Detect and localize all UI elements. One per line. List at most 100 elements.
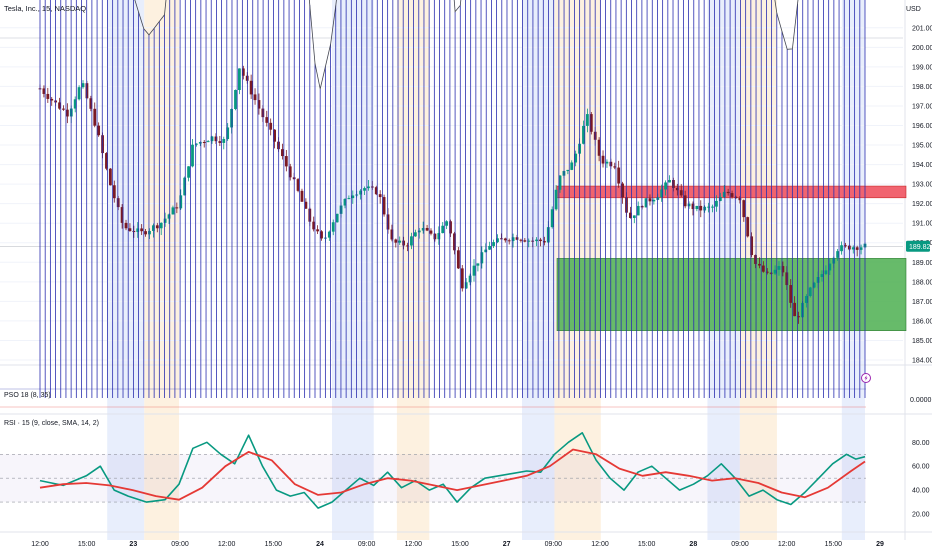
candle-body[interactable] — [554, 189, 558, 210]
candle-body[interactable] — [613, 166, 617, 168]
candle-body[interactable] — [840, 245, 843, 252]
candle-body[interactable] — [234, 90, 237, 109]
candle-body[interactable] — [394, 239, 398, 243]
candle-body[interactable] — [65, 109, 69, 117]
rsi-legend[interactable]: RSI · 15 (9, close, SMA, 14, 2) — [4, 420, 99, 427]
candle-body[interactable] — [804, 296, 808, 303]
candle-body[interactable] — [187, 166, 190, 178]
candle-body[interactable] — [699, 205, 703, 211]
candle-body[interactable] — [269, 122, 273, 130]
candle-body[interactable] — [167, 214, 171, 219]
candle-body[interactable] — [163, 218, 167, 223]
candle-body[interactable] — [711, 206, 714, 208]
candle-body[interactable] — [550, 209, 554, 228]
candle-body[interactable] — [691, 203, 695, 210]
candle-body[interactable] — [582, 125, 585, 144]
lightning-alert-icon[interactable] — [861, 373, 871, 383]
candle-body[interactable] — [675, 187, 679, 191]
candle-body[interactable] — [284, 156, 288, 167]
candle-body[interactable] — [81, 83, 85, 88]
candle-body[interactable] — [812, 282, 816, 288]
candle-body[interactable] — [629, 212, 632, 218]
candle-body[interactable] — [331, 222, 335, 232]
candle-body[interactable] — [425, 228, 429, 231]
candle-body[interactable] — [664, 182, 667, 190]
candle-body[interactable] — [429, 230, 433, 234]
candle-body[interactable] — [542, 241, 546, 243]
candle-body[interactable] — [695, 205, 699, 210]
candle-body[interactable] — [484, 249, 488, 253]
candle-body[interactable] — [523, 240, 527, 242]
candle-body[interactable] — [828, 263, 832, 271]
candle-body[interactable] — [652, 199, 656, 202]
candle-body[interactable] — [648, 198, 652, 202]
candle-body[interactable] — [222, 139, 226, 143]
candle-body[interactable] — [468, 275, 472, 283]
candle-body[interactable] — [746, 217, 750, 237]
candle-body[interactable] — [445, 221, 449, 226]
candle-body[interactable] — [413, 232, 417, 237]
candle-body[interactable] — [363, 188, 366, 191]
candle-body[interactable] — [734, 196, 738, 198]
candle-body[interactable] — [668, 180, 671, 183]
candle-body[interactable] — [820, 274, 824, 278]
candle-body[interactable] — [226, 127, 230, 140]
candle-body[interactable] — [105, 153, 108, 169]
candle-body[interactable] — [773, 269, 777, 274]
candle-body[interactable] — [750, 236, 754, 256]
candle-body[interactable] — [441, 225, 445, 234]
candle-body[interactable] — [769, 272, 773, 274]
candle-body[interactable] — [597, 139, 601, 156]
candle-body[interactable] — [171, 207, 175, 215]
candle-body[interactable] — [136, 228, 140, 232]
candle-body[interactable] — [589, 114, 593, 132]
candle-body[interactable] — [159, 222, 163, 229]
candle-body[interactable] — [605, 161, 609, 164]
candle-body[interactable] — [738, 197, 742, 201]
candle-body[interactable] — [398, 240, 402, 243]
candle-body[interactable] — [58, 102, 61, 109]
candle-body[interactable] — [46, 93, 50, 99]
candle-body[interactable] — [89, 98, 93, 109]
candle-body[interactable] — [437, 233, 441, 240]
candle-body[interactable] — [202, 142, 206, 144]
candle-body[interactable] — [715, 200, 718, 207]
candle-body[interactable] — [703, 206, 707, 211]
candle-body[interactable] — [148, 230, 151, 235]
candle-body[interactable] — [453, 233, 456, 251]
candle-body[interactable] — [488, 245, 492, 250]
candle-body[interactable] — [112, 185, 116, 199]
candle-body[interactable] — [374, 187, 378, 195]
symbol-title[interactable]: Tesla, Inc., 15, NASDAQ — [4, 4, 86, 13]
candle-body[interactable] — [574, 153, 578, 163]
candle-body[interactable] — [288, 166, 292, 178]
candle-body[interactable] — [636, 205, 640, 216]
candle-body[interactable] — [722, 191, 726, 197]
candle-body[interactable] — [761, 265, 765, 272]
pso-legend[interactable]: PSO 18 (8, 35) — [4, 392, 51, 399]
candle-body[interactable] — [93, 108, 97, 126]
candle-body[interactable] — [155, 225, 159, 229]
candle-body[interactable] — [632, 215, 636, 218]
candle-body[interactable] — [496, 238, 499, 243]
candle-body[interactable] — [824, 270, 828, 275]
candle-body[interactable] — [390, 229, 394, 240]
candle-body[interactable] — [50, 98, 54, 101]
candle-body[interactable] — [758, 263, 761, 266]
candle-body[interactable] — [320, 231, 323, 239]
candle-body[interactable] — [421, 228, 425, 231]
candle-body[interactable] — [128, 228, 132, 231]
candle-body[interactable] — [304, 201, 308, 209]
candle-body[interactable] — [210, 136, 214, 142]
candle-body[interactable] — [120, 207, 124, 223]
candle-body[interactable] — [433, 233, 437, 240]
candle-body[interactable] — [347, 198, 351, 200]
candle-body[interactable] — [265, 117, 269, 123]
demand-zone[interactable] — [556, 258, 907, 331]
candle-body[interactable] — [570, 162, 574, 170]
candle-body[interactable] — [730, 193, 734, 197]
candle-body[interactable] — [312, 221, 316, 230]
candle-body[interactable] — [198, 142, 202, 144]
candle-body[interactable] — [73, 99, 77, 109]
